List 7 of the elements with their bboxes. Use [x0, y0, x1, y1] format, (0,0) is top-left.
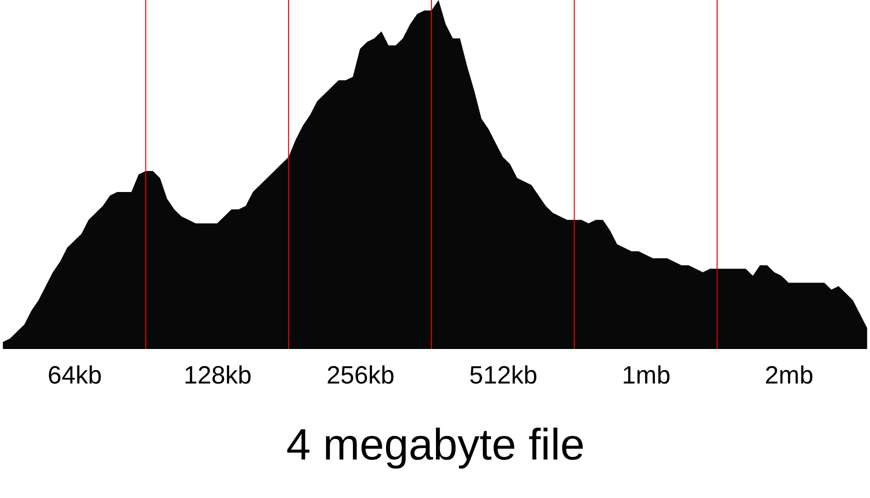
x-tick-label: 128kb [184, 362, 252, 390]
x-tick-label: 256kb [326, 362, 395, 390]
x-axis-title: 4 megabyte file [286, 420, 585, 470]
x-tick-label: 64kb [48, 362, 102, 390]
x-tick-label: 512kb [469, 362, 538, 390]
x-tick-label: 1mb [622, 362, 671, 390]
x-tick-label: 2mb [764, 362, 814, 390]
